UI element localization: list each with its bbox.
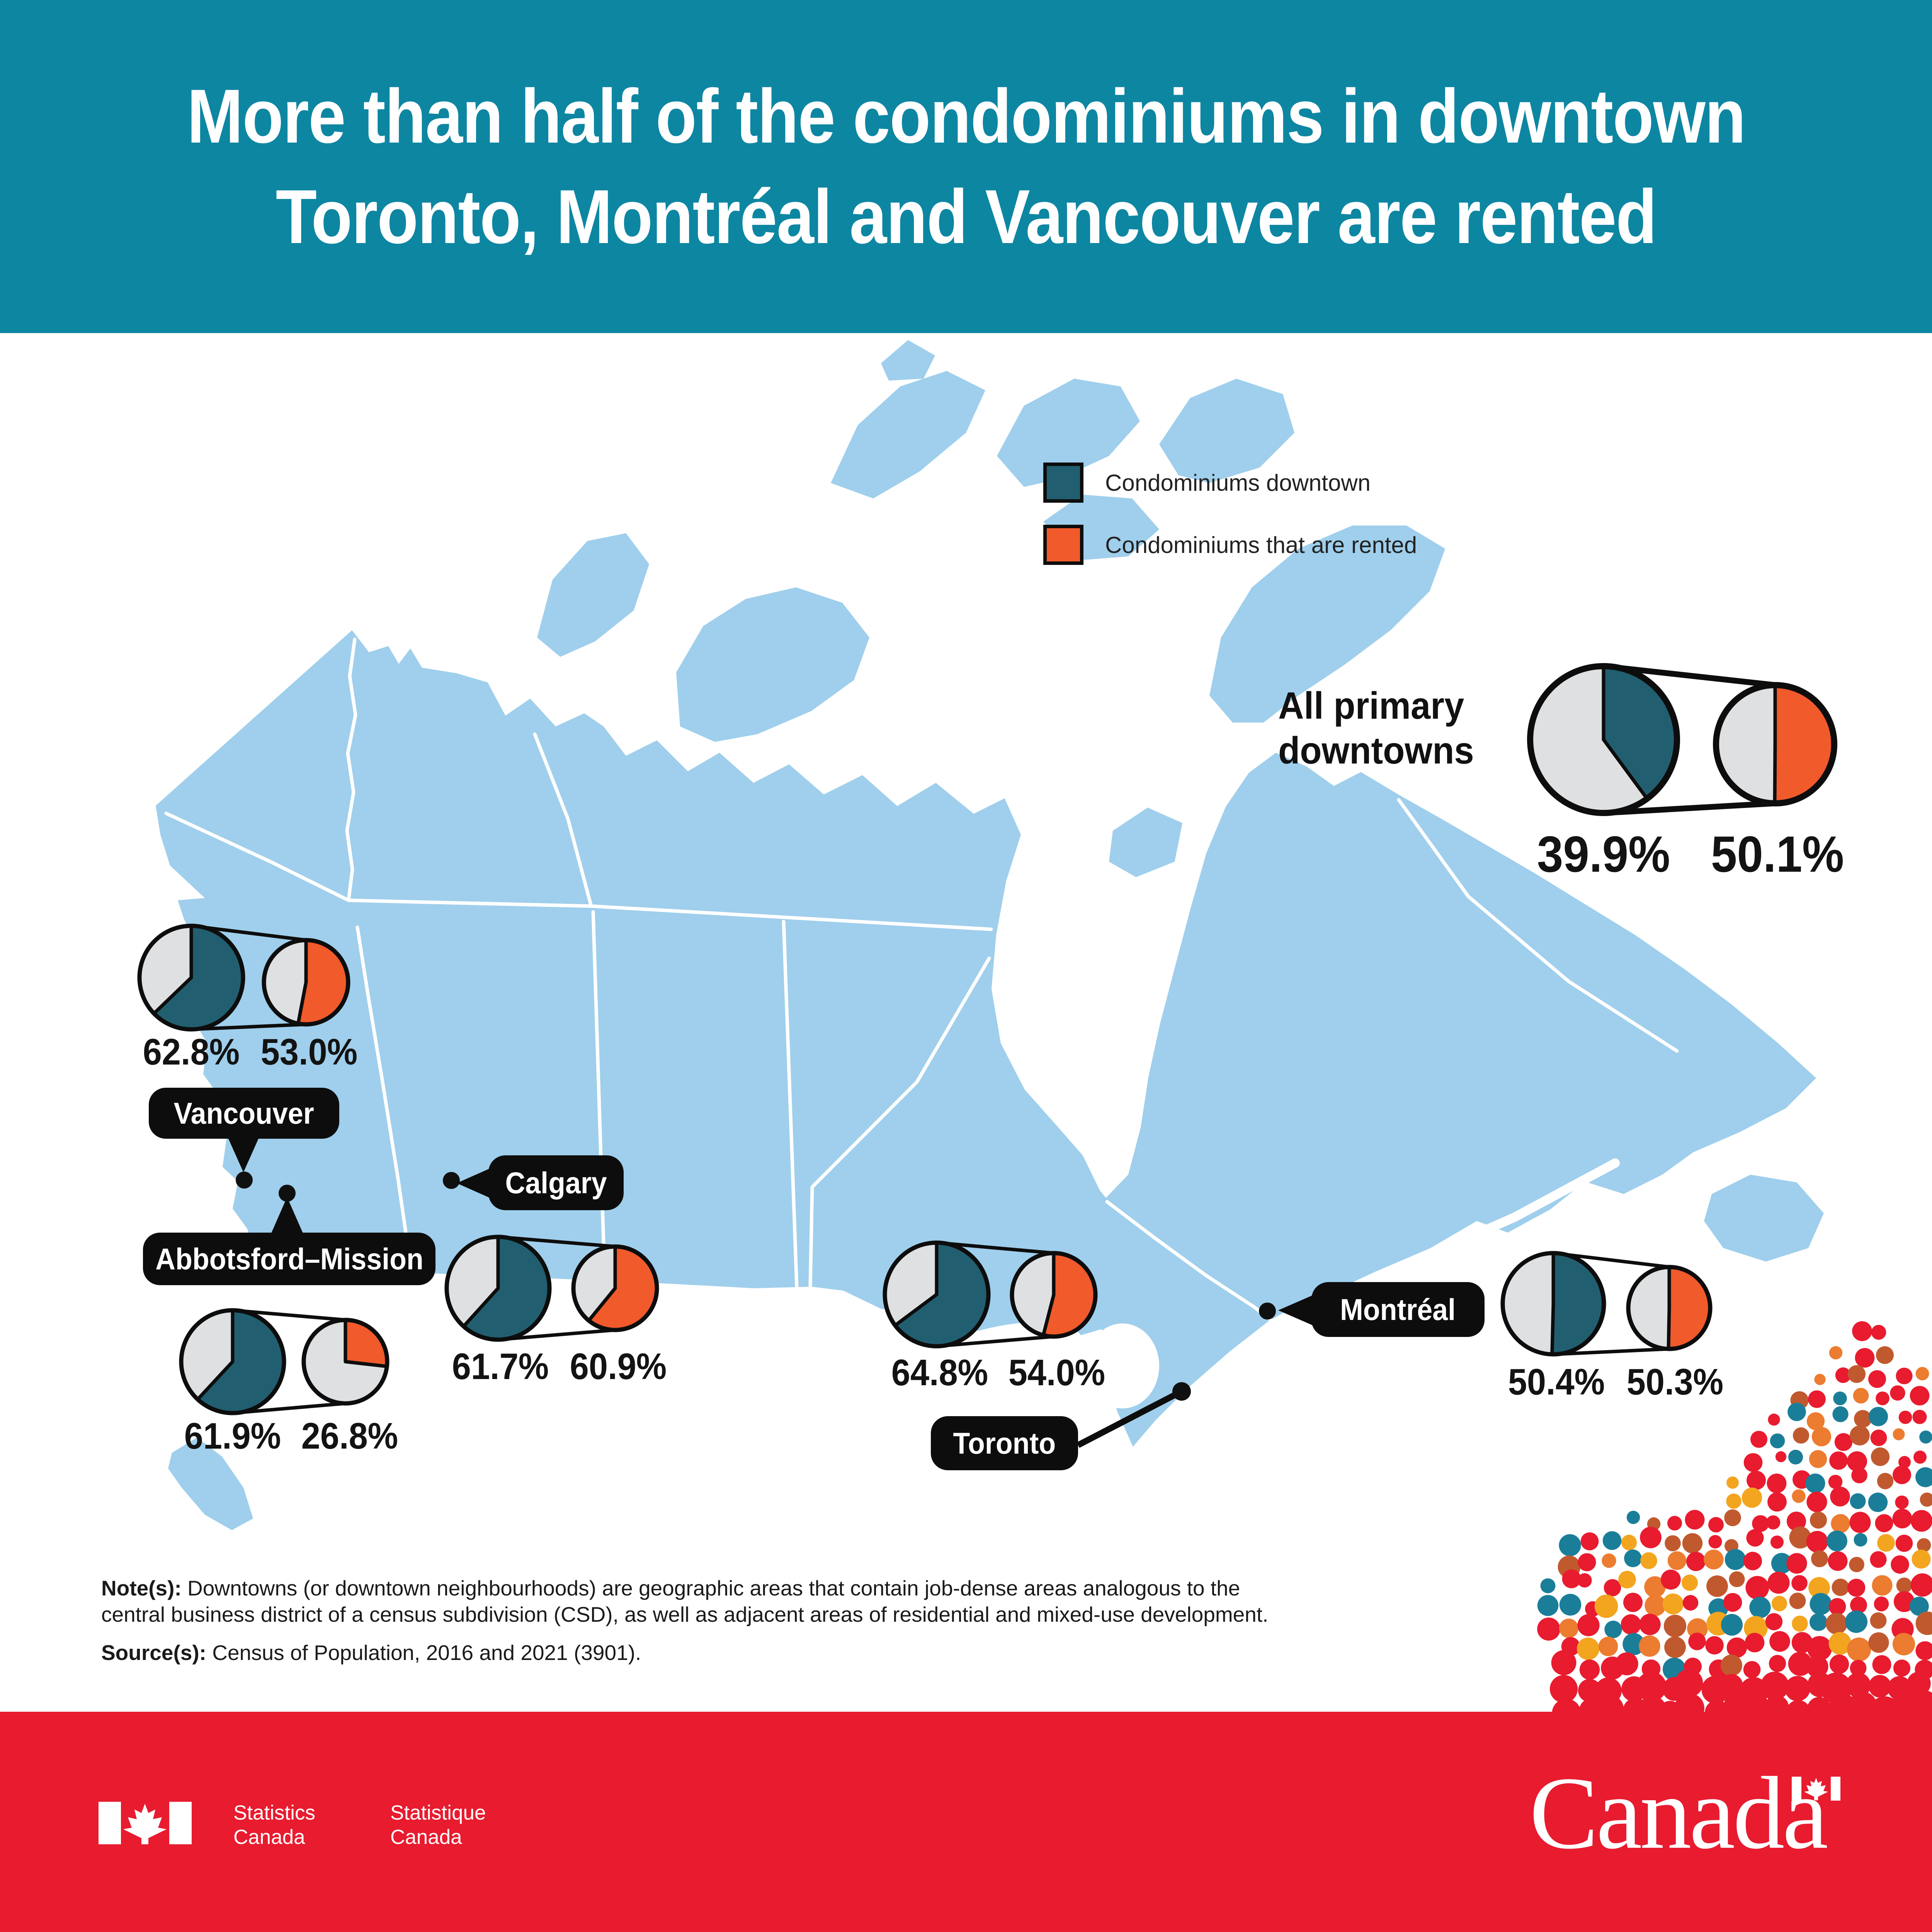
page-title-line1: More than half of the condominiums in do… <box>187 73 1746 159</box>
vancouver-label-text: Vancouver <box>174 1096 314 1130</box>
calgary-label: Calgary <box>488 1155 624 1210</box>
legend-label-rented: Condominiums that are rented <box>1105 532 1417 558</box>
vancouver-rented-pct: 53.0% <box>260 1031 358 1073</box>
banks-island <box>537 533 649 657</box>
canada-wordmark: Canada <box>1529 1755 1828 1870</box>
victoria-island <box>676 587 869 742</box>
national-title-line1: All primary <box>1278 684 1464 727</box>
arctic-island-top <box>881 340 935 381</box>
calgary-label-text: Calgary <box>505 1165 607 1200</box>
montreal-label-text: Montréal <box>1340 1292 1456 1327</box>
abbotsford-downtown-pct: 61.9% <box>184 1415 281 1457</box>
vancouver-pie-pair <box>137 923 350 1032</box>
toronto-label-text: Toronto <box>953 1426 1056 1460</box>
vancouver-island <box>168 1437 253 1530</box>
arctic-island-1 <box>831 371 985 498</box>
baffin-island <box>1209 526 1445 723</box>
toronto-map-dot <box>1172 1382 1191 1401</box>
statcan-fr-line1: Statistique <box>390 1801 486 1824</box>
statcan-fr-line2: Canada <box>390 1826 462 1849</box>
source-label: Source(s): <box>101 1641 206 1665</box>
southampton-island <box>1109 808 1182 877</box>
notes-line2: central business district of a census su… <box>101 1602 1269 1626</box>
montreal-downtown-pct: 50.4% <box>1508 1361 1605 1403</box>
abbotsford-rented-pct: 26.8% <box>301 1415 398 1457</box>
calgary-pie-pair <box>444 1235 659 1342</box>
province-borders <box>164 638 1679 1331</box>
national-title: All primary downtowns <box>1278 683 1474 773</box>
vancouver-label: Vancouver <box>149 1088 339 1139</box>
statcan-fr: Statistique Canada <box>390 1801 486 1849</box>
label-tails <box>227 1136 1315 1326</box>
montreal-rented-pct: 50.3% <box>1626 1361 1724 1403</box>
source-text: Source(s): Census of Population, 2016 an… <box>101 1639 1500 1666</box>
calgary-pill-tail <box>457 1168 492 1199</box>
national-title-line2: downtowns <box>1278 729 1474 772</box>
abbotsford-label: Abbotsford–Mission <box>143 1233 435 1285</box>
arctic-island-3 <box>1159 379 1294 483</box>
notes-text: Note(s): Downtowns (or downtown neighbou… <box>101 1575 1500 1628</box>
footer-band <box>0 1712 1932 1932</box>
legend-swatch-downtown-icon <box>1043 463 1083 503</box>
abbotsford-pie-pair <box>179 1308 389 1415</box>
st-lawrence-river <box>1328 1158 1620 1301</box>
statcan-en: Statistics Canada <box>233 1801 315 1849</box>
maple-leaf-dot-field <box>1537 1321 1932 1728</box>
national-pie-pair <box>1527 663 1837 816</box>
montreal-pill-tail <box>1278 1294 1315 1326</box>
calgary-rented-pct: 60.9% <box>570 1346 667 1387</box>
abbotsford-map-dot <box>279 1185 296 1202</box>
montreal-map-dot <box>1259 1303 1276 1320</box>
statcan-en-line2: Canada <box>233 1826 305 1849</box>
vancouver-pill-tail <box>227 1136 260 1172</box>
toronto-pie-pair <box>883 1240 1098 1349</box>
header-banner: More than half of the condominiums in do… <box>0 0 1932 333</box>
national-rented-pct: 50.1% <box>1711 826 1844 883</box>
vancouver-map-dot <box>236 1172 253 1189</box>
toronto-label: Toronto <box>931 1416 1078 1470</box>
city-dots <box>236 1172 1276 1401</box>
montreal-pie-pair <box>1500 1251 1713 1357</box>
abbotsford-label-text: Abbotsford–Mission <box>155 1242 423 1276</box>
source-body: Census of Population, 2016 and 2021 (390… <box>212 1641 641 1665</box>
arctic-island-2 <box>997 379 1140 487</box>
toronto-downtown-pct: 64.8% <box>891 1352 988 1393</box>
calgary-downtown-pct: 61.7% <box>452 1346 549 1387</box>
notes-label: Note(s): <box>101 1576 182 1600</box>
legend-item-downtown: Condominiums downtown <box>1043 463 1371 503</box>
great-lakes <box>895 1322 1159 1408</box>
toronto-rented-pct: 54.0% <box>1008 1352 1105 1393</box>
montreal-label: Montréal <box>1311 1282 1485 1337</box>
statcan-en-line1: Statistics <box>233 1801 316 1824</box>
toronto-leader-line <box>1077 1388 1183 1448</box>
vancouver-downtown-pct: 62.8% <box>143 1031 240 1073</box>
legend-swatch-rented-icon <box>1043 525 1083 565</box>
abbotsford-pill-tail <box>270 1197 304 1235</box>
page-title-line2: Toronto, Montréal and Vancouver are rent… <box>276 174 1657 259</box>
newfoundland-island <box>1704 1175 1824 1262</box>
national-downtown-pct: 39.9% <box>1537 826 1670 883</box>
calgary-map-dot <box>443 1172 460 1189</box>
legend-label-downtown: Condominiums downtown <box>1105 469 1371 496</box>
notes-line1: Downtowns (or downtown neighbourhoods) a… <box>187 1576 1240 1600</box>
legend-item-rented: Condominiums that are rented <box>1043 525 1417 565</box>
